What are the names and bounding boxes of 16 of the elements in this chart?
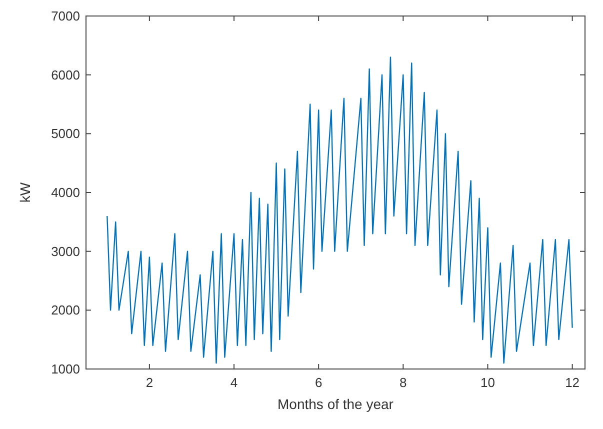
y-tick-label: 5000 — [51, 126, 80, 142]
y-axis-title: kW — [17, 182, 33, 203]
y-tick-label: 6000 — [51, 67, 80, 82]
x-tick-label: 2 — [146, 375, 154, 390]
x-axis-title: Months of the year — [278, 396, 394, 412]
x-tick-label: 12 — [565, 375, 580, 390]
x-tick-label: 10 — [480, 375, 495, 390]
y-tick-label: 1000 — [51, 362, 80, 377]
x-tick-label: 6 — [314, 375, 322, 390]
line-series — [106, 56, 573, 364]
x-tick-label: 8 — [400, 375, 407, 390]
y-tick-label: 4000 — [51, 185, 80, 200]
y-tick-label: 2000 — [51, 302, 80, 318]
x-tick-label: 4 — [230, 375, 238, 390]
y-tick-label: 7000 — [51, 8, 80, 24]
y-tick-label: 3000 — [51, 244, 80, 259]
